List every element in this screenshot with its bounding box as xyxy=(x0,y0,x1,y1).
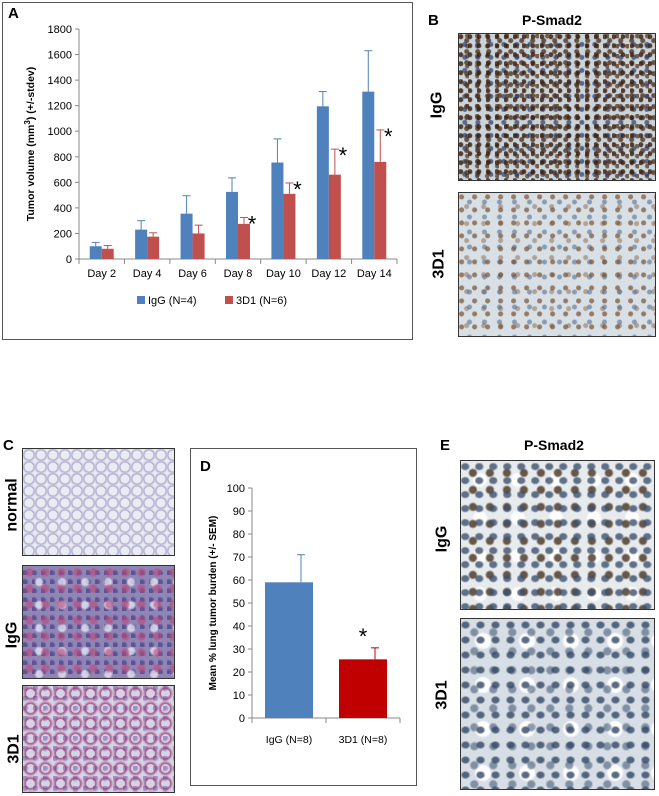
panel-c-row-3d1-label: 3D1 xyxy=(5,734,23,764)
panel-c-label: C xyxy=(3,437,14,454)
legend-swatch xyxy=(137,296,145,304)
y-tick-label: 800 xyxy=(54,152,72,164)
x-tick-label: 3D1 (N=8) xyxy=(339,734,388,746)
panel-a-label: A xyxy=(8,5,19,22)
bar-igg xyxy=(265,582,313,718)
bar-igg xyxy=(362,91,375,259)
y-tick-label: 20 xyxy=(233,667,245,679)
y-tick-label: 600 xyxy=(54,177,72,189)
y-tick-label: 1800 xyxy=(48,24,72,36)
y-axis-label: Mean % lung tumor burden (+/- SEM) xyxy=(208,516,219,691)
bar-igg xyxy=(180,213,193,259)
y-tick-label: 0 xyxy=(239,713,245,725)
y-tick-label: 70 xyxy=(233,552,245,564)
panel-d-label: D xyxy=(200,458,211,475)
y-tick-label: 1400 xyxy=(48,75,72,87)
panel-b-3d1-micrograph xyxy=(458,192,656,337)
panel-e-row-igg-label: IgG xyxy=(433,525,451,553)
y-tick-label: 0 xyxy=(66,254,72,266)
bar-igg xyxy=(89,246,102,259)
y-tick-label: 40 xyxy=(233,621,245,633)
x-tick-label: Day 4 xyxy=(133,268,162,280)
x-tick-label: IgG (N=8) xyxy=(266,734,312,746)
bar-igg xyxy=(135,229,148,259)
bar-igg xyxy=(271,162,284,259)
panel-c-normal-micrograph xyxy=(22,448,175,556)
legend-label: IgG (N=4) xyxy=(148,295,197,307)
bar-3d1 xyxy=(101,248,114,259)
y-tick-label: 90 xyxy=(233,506,245,518)
panel-b-row-3d1-label: 3D1 xyxy=(430,249,448,279)
y-tick-label: 100 xyxy=(227,483,245,495)
panel-e-3d1-micrograph xyxy=(460,618,655,790)
panel-e-label: E xyxy=(440,437,451,454)
y-tick-label: 80 xyxy=(233,529,245,541)
x-tick-label: Day 14 xyxy=(357,268,392,280)
y-tick-label: 1600 xyxy=(48,50,72,62)
panel-c-row-igg-label: IgG xyxy=(3,621,21,649)
panel-e-title: P-Smad2 xyxy=(524,437,584,453)
panel-e-row-3d1-label: 3D1 xyxy=(433,680,451,710)
panel-c-3d1-micrograph xyxy=(22,685,175,793)
significance-asterisk: * xyxy=(359,624,368,649)
y-tick-label: 60 xyxy=(233,575,245,587)
y-tick-label: 400 xyxy=(54,203,72,215)
bar-3d1 xyxy=(374,161,387,259)
x-tick-label: Day 10 xyxy=(266,268,301,280)
y-tick-label: 50 xyxy=(233,598,245,610)
legend-label: 3D1 (N=6) xyxy=(236,295,287,307)
panel-b-label: B xyxy=(428,12,439,29)
y-tick-label: 30 xyxy=(233,644,245,656)
bar-3d1 xyxy=(283,193,296,259)
significance-asterisk: * xyxy=(293,177,302,202)
bar-3d1 xyxy=(238,223,250,259)
significance-asterisk: * xyxy=(339,143,348,168)
panel-e-igg-micrograph xyxy=(460,460,655,610)
legend-swatch xyxy=(225,296,233,304)
bar-3d1 xyxy=(339,659,387,718)
bar-igg xyxy=(316,106,329,259)
panel-b-row-igg-label: IgG xyxy=(428,91,446,119)
x-tick-label: Day 2 xyxy=(87,268,116,280)
bar-igg xyxy=(226,191,238,259)
tumor-volume-chart: 0 200 400 600 800 1000 1200 1400 1600 1800 Day 2 Da… xyxy=(23,24,398,307)
lung-tumor-burden-chart: 0 10 20 30 40 50 60 70 80 90 100 IgG (N=8) 3D1 (N=8)… xyxy=(208,483,401,746)
x-tick-label: Day 6 xyxy=(178,268,207,280)
significance-asterisk: * xyxy=(384,124,393,149)
y-axis-label: Tumor volume (mm3) (+/-stdev) xyxy=(23,67,37,222)
panel-b-igg-micrograph xyxy=(458,33,656,181)
panel-a-frame xyxy=(2,2,413,340)
x-tick-label: Day 8 xyxy=(224,268,253,280)
bar-3d1 xyxy=(192,233,205,259)
y-tick-label: 10 xyxy=(233,690,245,702)
bar-3d1 xyxy=(328,174,341,259)
y-tick-label: 1000 xyxy=(48,126,72,138)
panel-c-igg-micrograph xyxy=(22,565,175,679)
y-tick-label: 200 xyxy=(54,228,72,240)
y-tick-label: 1200 xyxy=(48,101,72,113)
x-tick-label: Day 12 xyxy=(311,268,346,280)
bar-3d1 xyxy=(147,236,160,259)
panel-c-row-normal-label: normal xyxy=(3,478,21,532)
significance-asterisk: * xyxy=(248,211,257,236)
panel-b-title: P-Smad2 xyxy=(522,12,582,28)
